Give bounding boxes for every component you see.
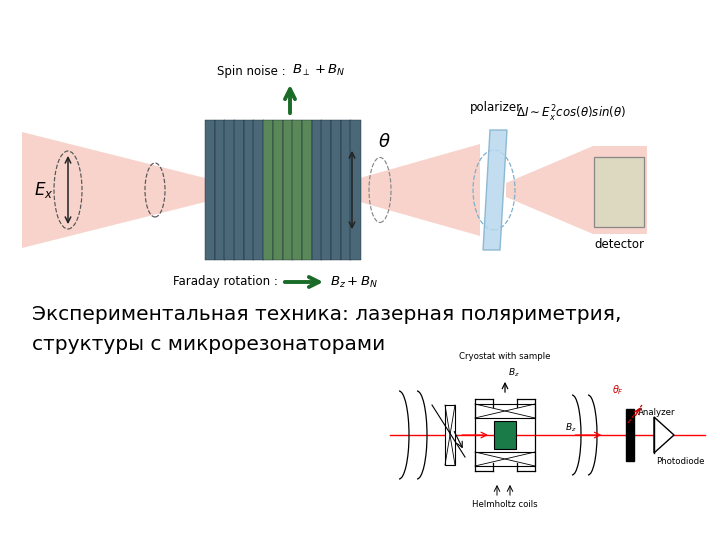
Text: detector: detector: [594, 238, 644, 251]
Polygon shape: [360, 144, 480, 236]
Polygon shape: [654, 417, 674, 453]
Text: $B_z$: $B_z$: [565, 421, 577, 434]
Bar: [494, 421, 516, 449]
FancyBboxPatch shape: [594, 157, 644, 227]
Text: структуры с микрорезонаторами: структуры с микрорезонаторами: [32, 335, 385, 354]
Bar: [215, 120, 225, 260]
Polygon shape: [506, 146, 647, 234]
Bar: [244, 120, 254, 260]
Bar: [445, 405, 455, 465]
Text: Analyzer: Analyzer: [638, 408, 675, 417]
Bar: [341, 120, 351, 260]
Bar: [282, 120, 293, 260]
Text: Helmholtz coils: Helmholtz coils: [472, 500, 538, 509]
Text: Экспериментальная техника: лазерная поляриметрия,: Экспериментальная техника: лазерная поля…: [32, 305, 621, 324]
Polygon shape: [483, 130, 507, 250]
Bar: [626, 409, 634, 461]
Text: $\Delta I \sim E_x^2 cos(\theta)sin(\theta)$: $\Delta I \sim E_x^2 cos(\theta)sin(\the…: [516, 104, 626, 124]
Bar: [225, 120, 235, 260]
Polygon shape: [22, 132, 205, 248]
Text: Cryostat with sample: Cryostat with sample: [459, 352, 551, 361]
Bar: [302, 120, 312, 260]
Bar: [263, 120, 274, 260]
Text: Faraday rotation :: Faraday rotation :: [173, 275, 278, 288]
Text: Photodiode: Photodiode: [656, 457, 704, 466]
Bar: [331, 120, 341, 260]
Text: $B_z$: $B_z$: [508, 367, 520, 379]
Bar: [234, 120, 244, 260]
Bar: [475, 452, 535, 466]
Bar: [312, 120, 322, 260]
Text: Spin noise :: Spin noise :: [217, 65, 286, 78]
Bar: [351, 120, 361, 260]
Text: $\theta$: $\theta$: [378, 133, 390, 151]
Text: $B_\perp + B_N$: $B_\perp + B_N$: [292, 63, 346, 78]
Bar: [321, 120, 331, 260]
Text: $B_z + B_N$: $B_z + B_N$: [330, 274, 378, 289]
Bar: [292, 120, 302, 260]
Bar: [253, 120, 264, 260]
Bar: [273, 120, 283, 260]
Text: $\theta_F$: $\theta_F$: [612, 383, 624, 397]
Bar: [205, 120, 215, 260]
Text: polarizer: polarizer: [470, 101, 522, 114]
Text: $E_x$: $E_x$: [35, 180, 54, 200]
Bar: [475, 404, 535, 418]
